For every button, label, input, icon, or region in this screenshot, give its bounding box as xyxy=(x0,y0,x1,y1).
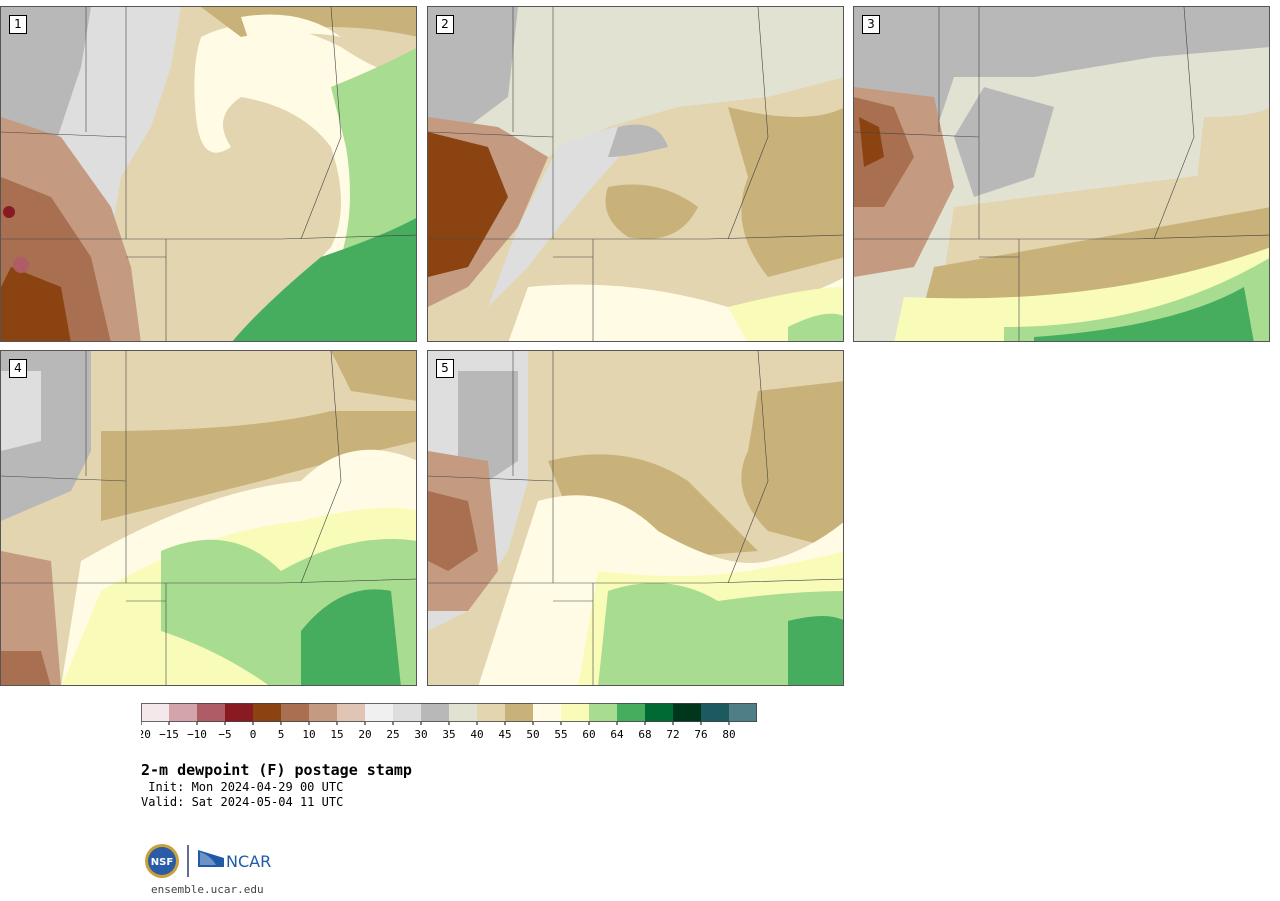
colorbar-outline xyxy=(141,703,757,722)
colorbar-tick-label: 0 xyxy=(250,728,257,741)
colorbar-tick-label: 68 xyxy=(638,728,651,741)
panel-number-3: 3 xyxy=(862,15,880,34)
dewpoint-map-5 xyxy=(428,351,843,685)
colorbar-tick-label: 40 xyxy=(470,728,483,741)
colorbar-swatch-13 xyxy=(505,703,533,722)
colorbar-tick-label: 72 xyxy=(666,728,679,741)
colorbar-swatch-6 xyxy=(309,703,337,722)
panel-number-4: 4 xyxy=(9,359,27,378)
dewpoint-map-4 xyxy=(1,351,416,685)
ensemble-member-panel-3: 3 xyxy=(853,6,1270,342)
colorbar-swatch-21 xyxy=(729,703,757,722)
colorbar-tick-label: 80 xyxy=(722,728,735,741)
colorbar-swatch-3 xyxy=(225,703,253,722)
colorbar-swatch-16 xyxy=(589,703,617,722)
colorbar-tick-label: 30 xyxy=(414,728,427,741)
nsf-logo-text: NSF xyxy=(151,857,173,868)
colorbar-tick-label: 64 xyxy=(610,728,624,741)
ensemble-member-panel-2: 2 xyxy=(427,6,844,342)
ensemble-member-panel-5: 5 xyxy=(427,350,844,686)
colorbar-tick-label: 35 xyxy=(442,728,455,741)
dewpoint-map-1 xyxy=(1,7,416,341)
colorbar-tick-label: 60 xyxy=(582,728,595,741)
dewpoint-map-2 xyxy=(428,7,843,341)
colorbar-swatch-0 xyxy=(141,703,169,722)
dewpoint-map-3 xyxy=(854,7,1269,341)
ncar-logo: NCAR xyxy=(198,850,271,871)
panel-number-1: 1 xyxy=(9,15,27,34)
map-title: 2-m dewpoint (F) postage stamp xyxy=(141,761,412,779)
colorbar-tick-label: 45 xyxy=(498,728,511,741)
colorbar-tick-label: 20 xyxy=(358,728,371,741)
colorbar-swatch-4 xyxy=(253,703,281,722)
valid-time: Valid: Sat 2024-05-04 11 UTC xyxy=(141,795,344,809)
colorbar-swatch-15 xyxy=(561,703,589,722)
colorbar-tick-label: 5 xyxy=(278,728,285,741)
colorbar-swatch-10 xyxy=(421,703,449,722)
colorbar-tick-label: 55 xyxy=(554,728,567,741)
colorbar-swatch-2 xyxy=(197,703,225,722)
colorbar-tick-label: −20 xyxy=(141,728,151,741)
ensemble-member-panel-4: 4 xyxy=(0,350,417,686)
colorbar-swatch-5 xyxy=(281,703,309,722)
colorbar-swatch-7 xyxy=(337,703,365,722)
nsf-logo: NSF xyxy=(145,844,179,878)
colorbar-swatch-8 xyxy=(365,703,393,722)
colorbar-tick-label: 76 xyxy=(694,728,707,741)
colorbar-swatch-12 xyxy=(477,703,505,722)
init-time: Init: Mon 2024-04-29 00 UTC xyxy=(141,780,344,794)
dewpoint-colorbar: −20 −15 −10 −5 0 5 10 15 20 25 30 35 40 45 50 55 60 64 68 7… xyxy=(141,703,757,741)
ensemble-member-panel-1: 1 xyxy=(0,6,417,342)
colorbar-swatch-9 xyxy=(393,703,421,722)
colorbar-swatch-19 xyxy=(673,703,701,722)
colorbar-tick-label: 50 xyxy=(526,728,539,741)
colorbar-swatch-1 xyxy=(169,703,197,722)
colorbar-swatch-11 xyxy=(449,703,477,722)
panel-number-2: 2 xyxy=(436,15,454,34)
website-url: ensemble.ucar.edu xyxy=(151,883,264,896)
colorbar-tick-label: 25 xyxy=(386,728,399,741)
sponsor-logos: NSF NCAR xyxy=(145,844,271,878)
colorbar-tick-label: 10 xyxy=(302,728,315,741)
colorbar-swatch-17 xyxy=(617,703,645,722)
colorbar-swatch-20 xyxy=(701,703,729,722)
colorbar-tick-label: 15 xyxy=(330,728,343,741)
ncar-logo-text: NCAR xyxy=(226,852,271,871)
colorbar-tick-label: −5 xyxy=(218,728,231,741)
colorbar-swatch-14 xyxy=(533,703,561,722)
colorbar-tick-label: −15 xyxy=(159,728,179,741)
colorbar-swatch-18 xyxy=(645,703,673,722)
panel-number-5: 5 xyxy=(436,359,454,378)
colorbar-tick-label: −10 xyxy=(187,728,207,741)
